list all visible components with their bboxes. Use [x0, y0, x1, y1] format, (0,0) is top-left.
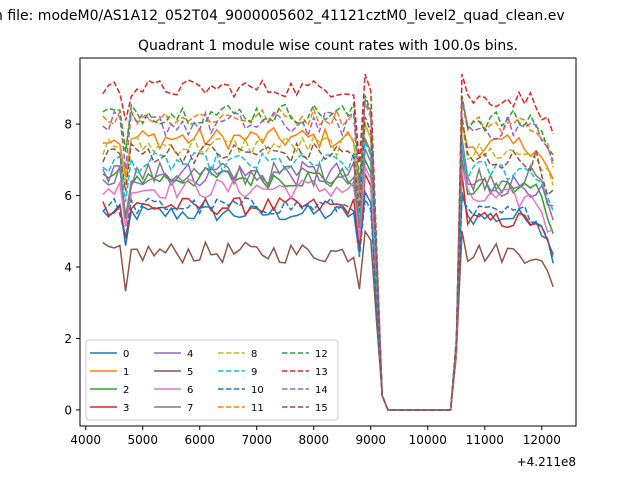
x-tick-label: 6000: [184, 433, 215, 447]
series-line-12: [102, 95, 554, 411]
legend-label: 11: [251, 403, 264, 414]
legend-label: 10: [251, 385, 264, 396]
legend-label: 6: [187, 385, 193, 396]
legend-label: 15: [315, 403, 328, 414]
legend-label: 12: [315, 349, 328, 360]
series-line-14: [102, 98, 554, 411]
chart-title: Quadrant 1 module wise count rates with …: [138, 38, 518, 54]
legend-label: 9: [251, 367, 257, 378]
legend-label: 13: [315, 367, 328, 378]
x-tick-label: 9000: [355, 433, 386, 447]
x-tick-label: 5000: [127, 433, 158, 447]
axes-frame: [79, 57, 577, 427]
series-line-7: [102, 138, 554, 411]
x-tick-label: 8000: [298, 433, 329, 447]
y-tick-label: 6: [64, 189, 72, 203]
series-line-6: [102, 164, 554, 411]
series-line-3: [102, 171, 554, 411]
series-line-5: [102, 229, 554, 411]
legend-label: 3: [123, 403, 129, 414]
y-tick-label: 4: [64, 261, 72, 275]
legend-label: 1: [123, 367, 129, 378]
y-tick-label: 8: [64, 118, 72, 132]
x-offset-label: +4.211e8: [517, 455, 576, 469]
x-tick-label: 10000: [409, 433, 447, 447]
plot-area: [102, 73, 554, 411]
x-tick-label: 11000: [466, 433, 504, 447]
series-line-15: [102, 116, 554, 411]
legend-box: [85, 339, 339, 421]
legend-label: 4: [187, 349, 193, 360]
legend-label: 14: [315, 385, 328, 396]
series-line-10: [102, 196, 554, 411]
legend-label: 8: [251, 349, 257, 360]
series-line-2: [102, 156, 554, 411]
series-line-13: [102, 73, 554, 411]
x-tick-label: 7000: [241, 433, 272, 447]
legend-label: 7: [187, 403, 193, 414]
y-tick-label: 0: [64, 403, 72, 417]
series-line-0: [102, 189, 554, 411]
series-line-11: [102, 102, 554, 411]
legend-label: 2: [123, 385, 129, 396]
y-tick-label: 2: [64, 332, 72, 346]
x-tick-label: 4000: [70, 433, 101, 447]
figure-suptitle: n file: modeM0/AS1A12_052T04_9000005602_…: [0, 8, 565, 24]
x-tick-label: 12000: [523, 433, 561, 447]
series-line-1: [102, 123, 554, 411]
series-line-9: [102, 141, 554, 411]
axis-ticks: 4000 5000 6000 7000 8000 9000 10000 11000 12000 0…: [64, 118, 561, 447]
legend-label: 0: [123, 349, 129, 360]
legend-label: 5: [187, 367, 193, 378]
